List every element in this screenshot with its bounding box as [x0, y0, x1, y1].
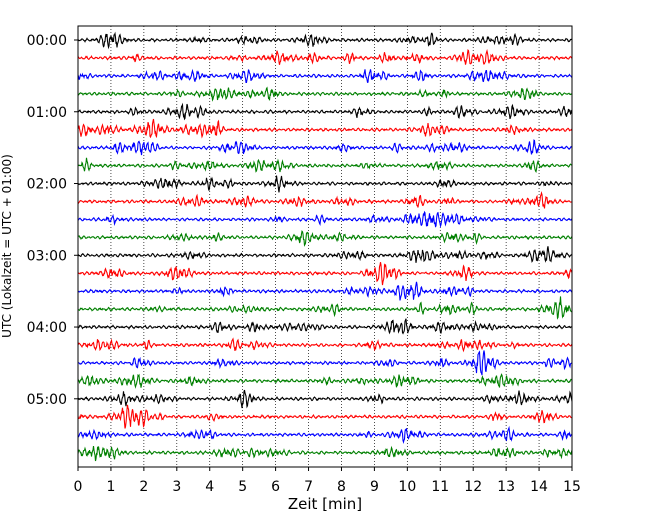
x-tick-label: 15 [563, 479, 581, 495]
seismic-trace [77, 139, 573, 156]
x-tick-label: 11 [431, 479, 449, 495]
trace-group [77, 31, 573, 462]
seismic-trace [77, 404, 573, 429]
x-tick-label: 8 [337, 479, 346, 495]
x-tick-label: 7 [304, 479, 313, 495]
seismic-trace [77, 102, 573, 121]
x-tick-label: 9 [370, 479, 379, 495]
seismic-trace [77, 191, 572, 209]
seismic-trace [77, 210, 573, 229]
x-tick-label: 13 [497, 479, 515, 495]
x-tick-label: 4 [205, 479, 214, 495]
seismic-trace [77, 296, 573, 320]
seismic-trace [77, 157, 573, 174]
y-tick-label: 01:00 [27, 105, 67, 121]
seismic-trace [77, 281, 573, 301]
seismic-trace [77, 118, 573, 139]
seismic-trace [77, 86, 573, 102]
y-tick-label: 02:00 [27, 177, 67, 193]
seismic-trace [77, 175, 573, 193]
seismic-trace [77, 48, 573, 65]
seismic-trace [77, 389, 573, 409]
y-tick-label: 04:00 [27, 320, 67, 336]
x-tick-label: 3 [172, 479, 181, 495]
x-tick-label: 14 [530, 479, 548, 495]
y-tick-label: 05:00 [27, 392, 67, 408]
plot-frame [77, 25, 573, 468]
x-tick-label: 5 [238, 479, 247, 495]
seismic-trace [77, 337, 573, 353]
seismic-trace [77, 318, 573, 335]
x-tick-label: 10 [398, 479, 416, 495]
x-tick-label: 0 [74, 479, 83, 495]
x-axis: 0 1 2 3 4 5 6 7 8 9 10 11 12 13 14 15 [74, 467, 581, 495]
seismic-trace [77, 262, 573, 286]
seismic-trace [77, 350, 573, 376]
y-tick-label: 00:00 [27, 33, 67, 49]
x-tick-label: 12 [464, 479, 482, 495]
x-tick-label: 2 [139, 479, 148, 495]
y-tick-label: 03:00 [27, 248, 67, 264]
y-axis: 00:00 01:00 02:00 03:00 04:00 05:00 [27, 33, 78, 408]
seismic-trace [77, 31, 573, 50]
seismic-trace [77, 230, 573, 247]
x-tick-label: 6 [271, 479, 280, 495]
seismic-trace [77, 373, 573, 389]
seismic-trace [77, 246, 573, 263]
seismic-trace [77, 445, 573, 462]
seismic-trace [77, 425, 573, 445]
x-tick-label: 1 [106, 479, 115, 495]
x-axis-label: Zeit [min] [288, 495, 362, 513]
y-axis-label: UTC (Lokalzeit = UTC + 01:00) [0, 154, 14, 338]
seismic-trace [77, 68, 573, 84]
